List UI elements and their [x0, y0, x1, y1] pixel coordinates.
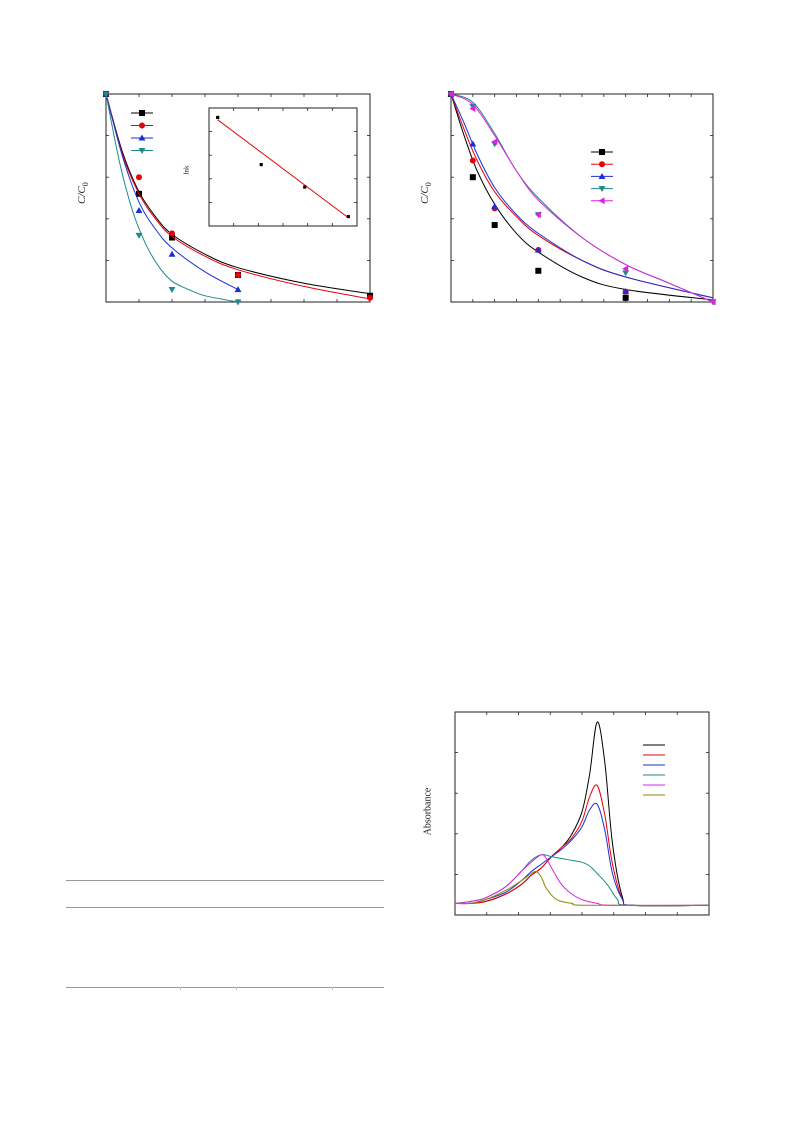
- chart2-series-3-point: [622, 270, 630, 277]
- chart1-inset-fit-line: [217, 119, 349, 219]
- table-header-rule: [66, 907, 384, 908]
- chart1-inset-point: [303, 185, 307, 189]
- chart3-series-2-line: [454, 802, 710, 907]
- table-col-sep: [236, 987, 237, 990]
- chart2-series-2-point: [469, 140, 477, 147]
- chart2-series-2-point: [622, 288, 630, 295]
- chart2-legend-marker: [599, 149, 605, 155]
- chart1-legend-marker: [139, 110, 145, 116]
- chart1-series-1-point: [169, 230, 175, 237]
- chart1-series-3-point: [168, 286, 176, 293]
- chart1-legend-marker: [139, 122, 145, 129]
- chart3-frame: [454, 711, 710, 916]
- chart2-legend-marker: [598, 197, 605, 205]
- chart1-series-0-fit-line: [105, 93, 371, 295]
- chart1-legend-marker: [138, 134, 146, 141]
- chart1-series-1-fit-line: [105, 93, 371, 300]
- chart1-series-3-point: [234, 299, 242, 306]
- chart1-inset-point: [216, 115, 220, 120]
- chart1-inset-frame: [208, 107, 358, 227]
- chart2-legend-marker: [599, 161, 605, 168]
- chart1-inset-point: [346, 214, 350, 219]
- chart1-series-3-point: [102, 91, 110, 98]
- chart2-series-4-point: [709, 298, 716, 306]
- chart1-series-1-point: [136, 174, 142, 181]
- chart1-series-2-fit-line: [105, 93, 239, 290]
- chart2-series-1-point: [469, 157, 476, 164]
- chart1-series-1-point: [367, 294, 373, 301]
- chart3-series-1-line: [454, 784, 710, 907]
- chart3-series-3-line: [454, 854, 710, 907]
- chart2-series-4-point: [447, 90, 454, 98]
- table-top-rule: [66, 880, 384, 881]
- chart2-frame: [450, 93, 714, 303]
- chart2-series-2-fit-line: [450, 93, 714, 299]
- chart1-series-2-point: [135, 207, 143, 214]
- chart2-series-0-point: [535, 267, 542, 274]
- table-bottom-rule: [66, 987, 384, 988]
- chart2-series-2-point: [534, 246, 542, 253]
- chart2-series-4-point: [622, 265, 629, 273]
- chart2-series-4-fit-line: [450, 93, 714, 303]
- chart3-series-0-line: [454, 721, 710, 907]
- chart1-series-2-point: [168, 250, 176, 257]
- chart1-series-1-point: [235, 271, 241, 278]
- chart2-series-2-point: [491, 202, 499, 209]
- chart1-legend-marker: [138, 147, 146, 154]
- table-col-sep: [180, 987, 181, 990]
- chart2-series-0-point: [622, 294, 629, 301]
- chart2-series-1-fit-line: [450, 93, 714, 299]
- chart1-series-3-point: [135, 232, 143, 239]
- chart2-series-4-point: [534, 211, 541, 219]
- chart1-series-2-point: [234, 286, 242, 293]
- chart1-series-0-point: [169, 234, 175, 241]
- chart2-series-0-point: [469, 174, 476, 181]
- chart3-series-4-line: [454, 854, 710, 906]
- chart2-series-4-point: [469, 105, 476, 113]
- chart2-legend-marker: [598, 172, 606, 179]
- chart2-series-4-point: [491, 138, 498, 146]
- chart3-series-5-line: [454, 870, 710, 906]
- chart2-series-0-point: [491, 222, 498, 229]
- chart1-series-3-fit-line: [105, 93, 239, 303]
- chart2-series-0-fit-line: [450, 93, 714, 301]
- chart2-legend-marker: [598, 186, 606, 193]
- table-col-sep: [332, 987, 333, 990]
- chart1-inset-point: [259, 163, 263, 167]
- chart2-series-3-fit-line: [450, 93, 714, 303]
